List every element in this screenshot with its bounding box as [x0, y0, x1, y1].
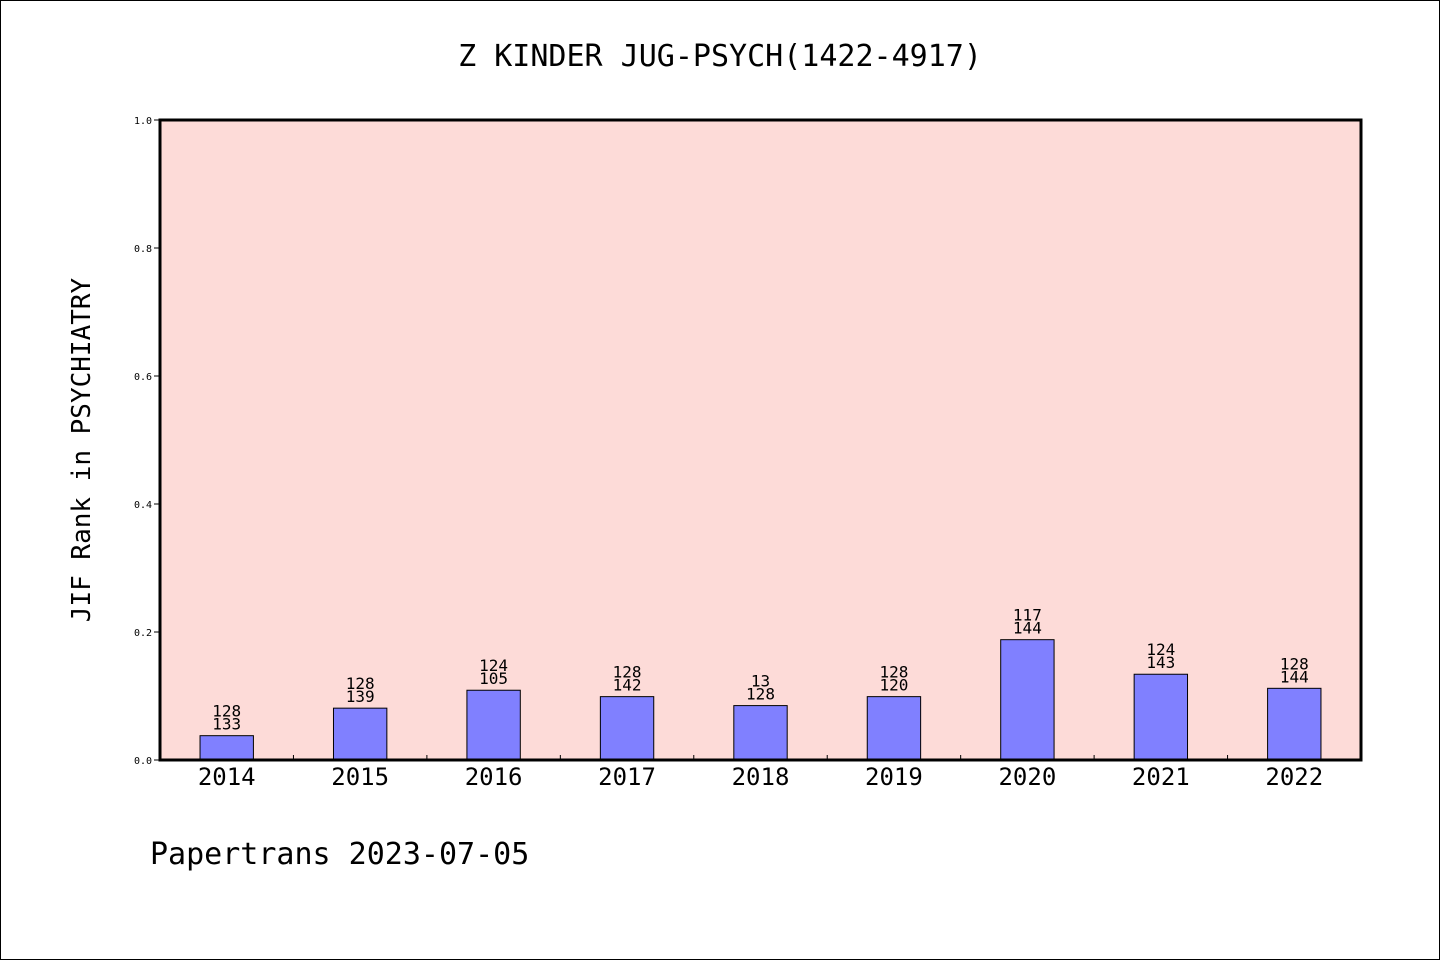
y-tick-label: 0.0 — [134, 756, 152, 767]
x-tick-label: 2018 — [732, 763, 790, 791]
bar-2018 — [733, 705, 788, 761]
data-label-bottom: 142 — [613, 676, 642, 695]
bar-2019 — [866, 696, 922, 761]
data-label-top: 124 — [479, 656, 508, 675]
x-tick-label: 2019 — [865, 763, 923, 791]
bar-2021 — [1133, 673, 1189, 761]
data-label-bottom: 144 — [1013, 619, 1042, 638]
bar-2017 — [599, 696, 655, 761]
data-label-bottom: 105 — [479, 669, 508, 688]
bar-2022 — [1267, 687, 1322, 761]
data-label-top: 117 — [1013, 606, 1042, 625]
bar-2016 — [466, 689, 521, 761]
x-tick-label: 2020 — [998, 763, 1056, 791]
bar-2015 — [332, 707, 388, 761]
x-tick-label: 2016 — [465, 763, 523, 791]
data-label-bottom: 120 — [879, 676, 908, 695]
y-tick-label: 0.4 — [134, 500, 152, 511]
data-label-top: 13 — [751, 672, 770, 691]
x-tick-label: 2017 — [598, 763, 656, 791]
data-label-bottom: 143 — [1146, 653, 1175, 672]
bar-2014 — [199, 735, 254, 761]
plot-area — [160, 120, 1361, 760]
x-tick-label: 2014 — [198, 763, 256, 791]
data-label-bottom: 139 — [346, 687, 375, 706]
data-label-top: 128 — [1280, 654, 1309, 673]
plot-border — [158, 118, 1363, 762]
y-tick-label: 0.2 — [134, 628, 152, 639]
footer-credit: Papertrans 2023-07-05 — [150, 837, 529, 872]
data-label-bottom: 133 — [212, 715, 241, 734]
y-tick-label: 0.6 — [134, 372, 152, 383]
data-label-bottom: 144 — [1280, 667, 1309, 686]
chart-title: Z KINDER JUG-PSYCH(1422-4917) — [458, 39, 982, 74]
data-label-bottom: 128 — [746, 685, 775, 704]
x-tick-label: 2022 — [1265, 763, 1323, 791]
data-label-top: 128 — [212, 702, 241, 721]
x-tick-label: 2015 — [331, 763, 389, 791]
data-label-top: 128 — [613, 663, 642, 682]
data-label-top: 128 — [879, 663, 908, 682]
y-axis-label: JIF Rank in PSYCHIATRY — [67, 277, 97, 622]
y-tick-label: 1.0 — [134, 116, 152, 127]
y-tick-label: 0.8 — [134, 244, 152, 255]
data-label-top: 128 — [346, 674, 375, 693]
data-label-top: 124 — [1146, 640, 1175, 659]
bar-2020 — [1000, 639, 1055, 761]
x-tick-label: 2021 — [1132, 763, 1190, 791]
